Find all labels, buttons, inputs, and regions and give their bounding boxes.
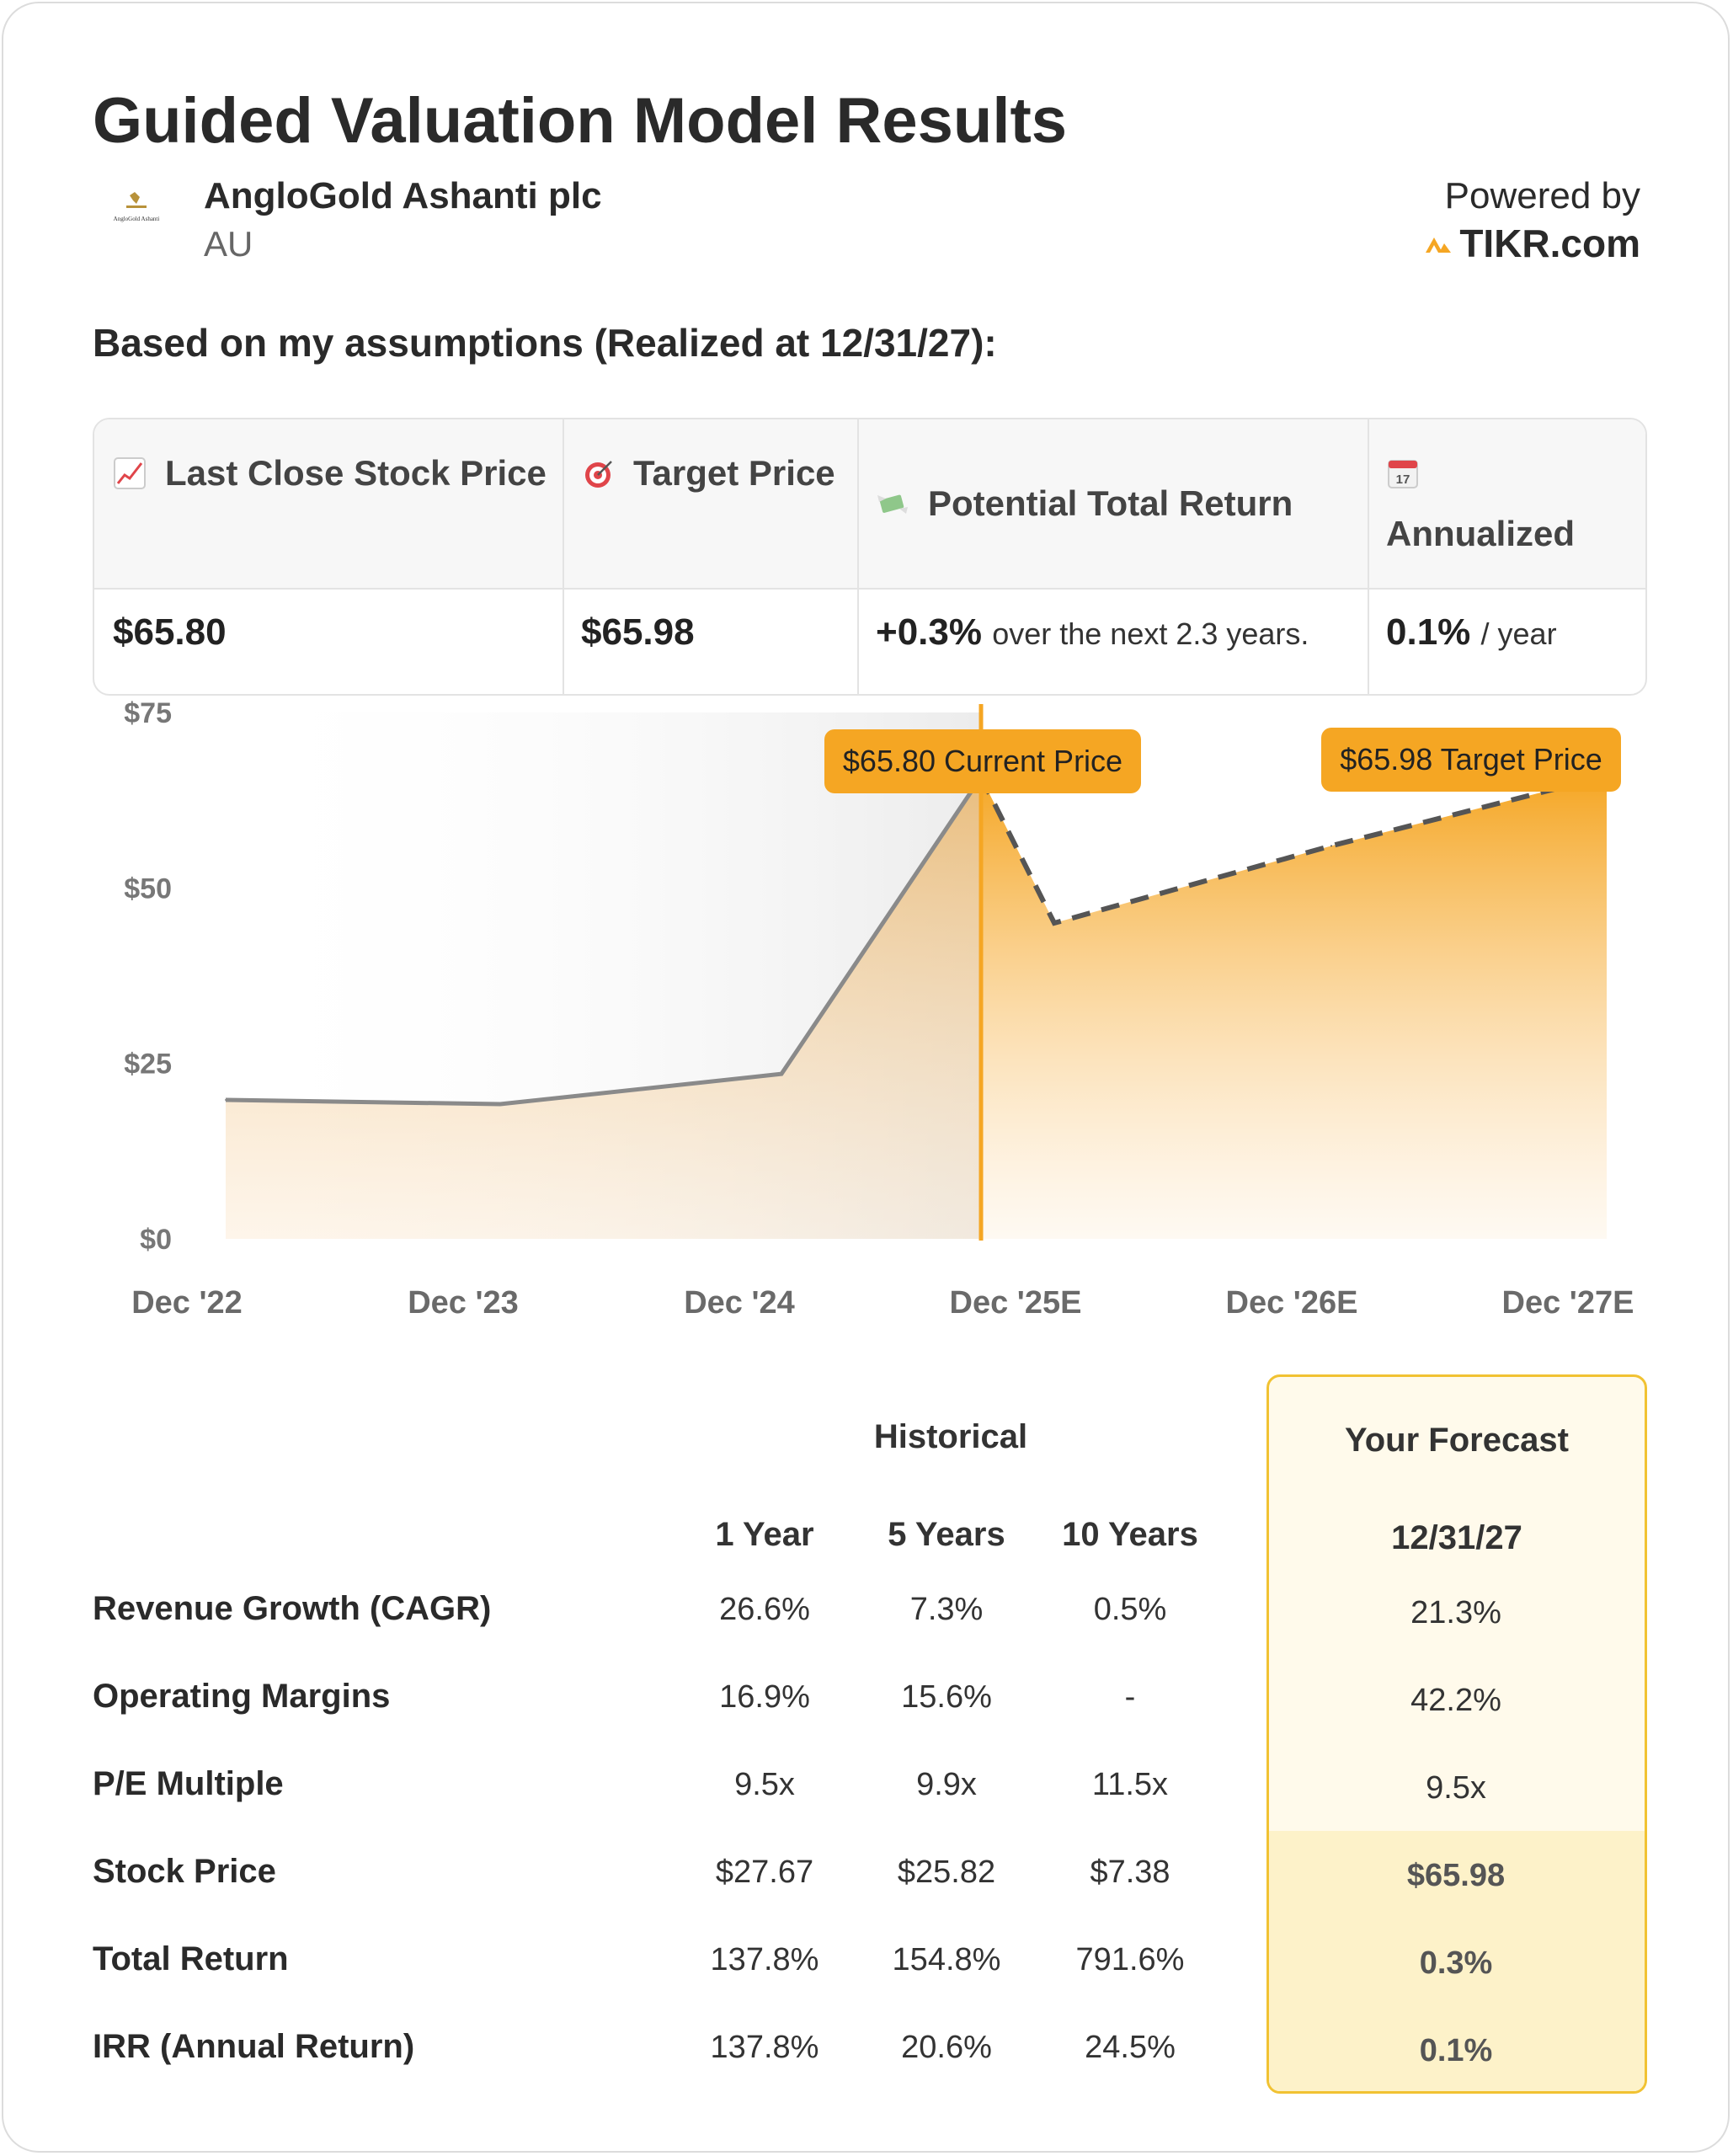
historical-point <box>781 1073 782 1075</box>
header-last-close: Last Close Stock Price <box>113 443 551 504</box>
table-cell: 9.9x <box>916 1767 977 1802</box>
chart-increasing-icon <box>114 457 146 489</box>
row-label-revenue-growth: Revenue Growth (CAGR) <box>93 1590 492 1627</box>
annualized-percent: 0.1% <box>1386 611 1471 653</box>
forecast-header: Your Forecast <box>1345 1422 1569 1459</box>
x-tick-label: Dec '22 <box>131 1285 243 1321</box>
forecast-results-highlight <box>1269 1831 1645 2091</box>
header-target-label: Target Price <box>633 453 835 493</box>
historical-area <box>226 776 981 1239</box>
historical-point <box>225 1099 227 1101</box>
company-name: AngloGold Ashanti plc <box>204 175 602 216</box>
table-cell: 0.5% <box>1093 1592 1167 1627</box>
historical-line <box>225 776 984 1107</box>
page-title: Guided Valuation Model Results <box>93 85 1068 157</box>
row-label-irr: IRR (Annual Return) <box>93 2028 415 2065</box>
table-cell: 24.5% <box>1085 2030 1176 2065</box>
x-tick-label: Dec '26E <box>1226 1285 1358 1321</box>
x-tick-label: Dec '25E <box>950 1285 1082 1321</box>
historical-point <box>499 1103 501 1105</box>
table-cell: 11.5x <box>1091 1767 1169 1802</box>
header-target: Target Price <box>581 443 851 504</box>
forecast-column-highlight <box>1266 1374 1647 2094</box>
table-cell: 7.3% <box>909 1592 984 1627</box>
y-tick-label: $25 <box>124 1049 172 1081</box>
powered-by-label: Powered by <box>1444 175 1640 216</box>
summary-header-row <box>94 419 1645 590</box>
y-tick-label: $0 <box>140 1224 172 1256</box>
calendar-icon: 17 <box>1388 460 1418 488</box>
col-forecast-date: 12/31/27 <box>1391 1519 1522 1556</box>
col-5-years: 5 Years <box>888 1516 1005 1553</box>
calendar-icon-text: 17 <box>1396 472 1410 487</box>
forecast-point <box>1053 922 1055 924</box>
target-price-tag-bg <box>1321 728 1621 792</box>
x-tick-label: Dec '24 <box>684 1285 795 1321</box>
total-return-note: over the next 2.3 years. <box>992 616 1309 651</box>
header-last-close-label: Last Close Stock Price <box>165 453 547 493</box>
company-ticker: AU <box>204 224 253 264</box>
money-with-wings-icon <box>877 494 908 514</box>
header-annualized-label: Annualized <box>1386 514 1576 553</box>
target-price-tag: $65.98 Target Price <box>1340 742 1602 776</box>
summary-table: Last Close Stock Price Target Price Pote… <box>93 418 1647 696</box>
row-label-stock-price: Stock Price <box>93 1853 276 1890</box>
forecast-cell: 0.3% <box>1419 1945 1493 1981</box>
tikr-brand-link[interactable]: TIKR.com <box>1424 221 1640 266</box>
col-1-year: 1 Year <box>715 1516 814 1553</box>
forecast-area <box>981 776 1607 1239</box>
assumptions-subtitle: Based on my assumptions (Realized at 12/… <box>93 321 997 365</box>
header-annualized: 17 Annualized <box>1386 443 1639 564</box>
table-cell: 9.5x <box>734 1767 795 1802</box>
total-return-value: +0.3% over the next 2.3 years. <box>876 611 1309 654</box>
table-cell: $25.82 <box>897 1854 996 1890</box>
row-label-pe-multiple: P/E Multiple <box>93 1765 284 1802</box>
table-cell: 154.8% <box>892 1942 1001 1977</box>
row-label-total-return: Total Return <box>93 1940 289 1977</box>
header-total-return-label: Potential Total Return <box>928 483 1293 523</box>
table-cell: 791.6% <box>1075 1942 1185 1977</box>
annualized-note: / year <box>1480 616 1557 651</box>
table-cell: 15.6% <box>901 1679 992 1715</box>
table-cell: 137.8% <box>710 1942 819 1977</box>
last-close-value: $65.80 <box>113 611 227 653</box>
table-cell: 16.9% <box>719 1679 810 1715</box>
forecast-cell: $65.98 <box>1406 1858 1506 1893</box>
forecast-cell: 0.1% <box>1419 2033 1493 2068</box>
table-cell: 137.8% <box>710 2030 819 2065</box>
table-cell: - <box>1124 1679 1136 1715</box>
table-cell: 26.6% <box>719 1592 810 1627</box>
tikr-brand-text: TIKR.com <box>1459 221 1640 265</box>
forecast-line <box>978 773 1608 926</box>
table-cell: $7.38 <box>1090 1854 1170 1890</box>
target-price-value: $65.98 <box>581 611 695 653</box>
forecast-point <box>1330 845 1332 847</box>
x-tick-label: Dec '23 <box>408 1285 519 1321</box>
current-price-tag: $65.80 Current Price <box>843 744 1122 778</box>
company-logo: AngloGold Ashanti <box>114 192 160 222</box>
y-tick-label: $50 <box>124 873 172 905</box>
table-cell: 20.6% <box>901 2030 992 2065</box>
col-10-years: 10 Years <box>1062 1516 1198 1553</box>
table-cell: $27.67 <box>715 1854 814 1890</box>
row-label-operating-margins: Operating Margins <box>93 1678 391 1715</box>
logo-text: AngloGold Ashanti <box>114 216 160 222</box>
forecast-cell: 42.2% <box>1410 1683 1501 1718</box>
x-tick-label: Dec '27E <box>1502 1285 1634 1321</box>
historical-header: Historical <box>873 1418 1028 1455</box>
tikr-logo-icon <box>1426 237 1452 253</box>
header-total-return: Potential Total Return <box>876 473 1356 534</box>
forecast-cell: 21.3% <box>1410 1595 1501 1630</box>
annualized-value: 0.1% / year <box>1386 611 1557 654</box>
y-tick-label: $75 <box>124 697 172 729</box>
price-chart: $0 $25 $50 $75 Dec '22 Dec '23 Dec '24 Dec '25E… <box>124 697 1634 1321</box>
target-icon <box>585 461 612 488</box>
forecast-cell: 9.5x <box>1426 1770 1486 1806</box>
current-price-tag-bg <box>824 729 1141 793</box>
total-return-percent: +0.3% <box>876 611 982 653</box>
